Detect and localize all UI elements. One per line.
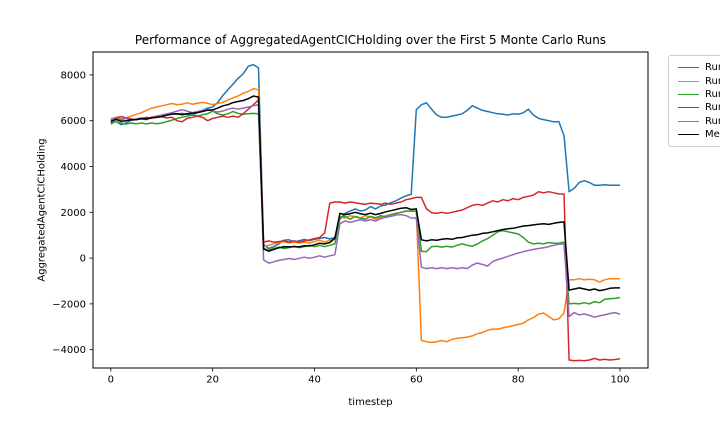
legend-entry-run-2: Run 2 xyxy=(678,74,720,87)
x-tick-label: 100 xyxy=(610,375,629,386)
y-tick-label: 8000 xyxy=(61,70,86,81)
y-tick-label: −2000 xyxy=(52,299,86,310)
x-tick-label: 0 xyxy=(108,375,114,386)
x-axis-label: timestep xyxy=(348,397,393,408)
legend-entry-mean: Mean xyxy=(678,128,720,141)
x-tick-label: 60 xyxy=(410,375,423,386)
legend-entry-run-4: Run 4 xyxy=(678,101,720,114)
legend-entry-run-5: Run 5 xyxy=(678,115,720,128)
legend-line-swatch xyxy=(678,93,699,95)
series-line-run-3 xyxy=(110,110,621,305)
legend-entry-label: Run 5 xyxy=(705,115,720,127)
legend-entry-run-3: Run 3 xyxy=(678,88,720,101)
y-tick-label: 6000 xyxy=(61,116,86,127)
legend-entry-label: Run 1 xyxy=(705,62,720,74)
legend-entry-label: Mean xyxy=(705,129,720,141)
series-line-run-4 xyxy=(110,99,621,362)
y-tick-label: 0 xyxy=(80,254,86,265)
legend-entry-label: Run 4 xyxy=(705,102,720,114)
plot-border xyxy=(92,51,649,369)
legend-entry-label: Run 2 xyxy=(705,75,720,87)
legend-line-swatch xyxy=(678,134,699,136)
series-line-run-5 xyxy=(110,103,621,318)
chart-title: Performance of AggregatedAgentCICHolding… xyxy=(134,33,607,47)
x-tick-label: 80 xyxy=(512,375,525,386)
series-line-mean xyxy=(110,95,620,292)
y-tick-label: −4000 xyxy=(52,345,86,356)
legend-entry-label: Run 3 xyxy=(705,88,720,100)
legend-entry-run-1: Run 1 xyxy=(678,61,720,74)
y-axis-label: AggregatedAgentCICHolding xyxy=(36,138,48,282)
y-tick-label: 4000 xyxy=(61,162,86,173)
x-tick-label: 40 xyxy=(308,375,321,386)
legend-box: Run 1Run 2Run 3 Run 4Run 5 Mean xyxy=(668,55,720,148)
series-line-run-2 xyxy=(110,87,620,344)
legend-line-swatch xyxy=(678,107,699,109)
legend-line-swatch xyxy=(678,80,699,82)
y-tick-label: 2000 xyxy=(61,208,86,219)
legend-line-swatch xyxy=(678,67,699,69)
legend-line-swatch xyxy=(678,120,699,122)
x-tick-label: 20 xyxy=(206,375,219,386)
